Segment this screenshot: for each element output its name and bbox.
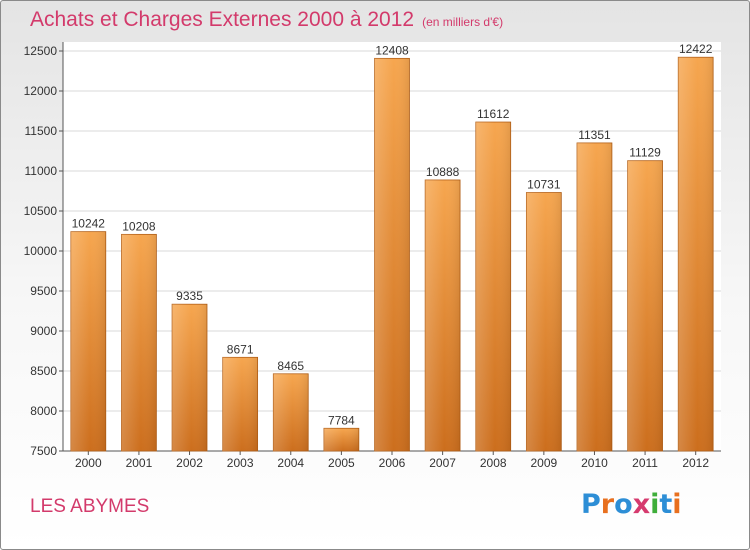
data-label-2005: 7784: [328, 413, 355, 427]
y-tick-label: 12000: [24, 84, 58, 98]
bar-shade-2009: [526, 192, 562, 451]
y-tick-label: 11000: [25, 164, 58, 178]
logo-letter: i: [672, 489, 682, 520]
axes: 7500 8000 8500 9000 9500 10000 10500 11000 11500…: [24, 42, 721, 470]
x-tick-label: 2010: [581, 456, 608, 470]
y-tick-label: 11500: [25, 124, 58, 138]
y-tick-label: 10500: [24, 204, 58, 218]
bar-shade-2007: [425, 179, 461, 451]
bar-shade-2000: [70, 231, 106, 451]
chart-title: Achats et Charges Externes 2000 à 2012 (e…: [30, 8, 503, 32]
y-tick-label: 12500: [24, 44, 58, 58]
bar-shade-2003: [222, 357, 258, 451]
y-tick-label: 9500: [30, 284, 57, 298]
logo-letter: P: [581, 489, 601, 520]
x-tick-label: 2009: [530, 456, 557, 470]
x-tick-label: 2006: [379, 456, 406, 470]
x-tick-label: 2003: [227, 456, 254, 470]
x-tick-label: 2008: [480, 456, 507, 470]
logo-letter: t: [659, 489, 673, 520]
data-label-2000: 10242: [72, 217, 106, 231]
x-tick-label: 2002: [176, 456, 203, 470]
bar-shade-2010: [576, 142, 612, 452]
bar-shade-2012: [678, 57, 714, 452]
data-label-2002: 9335: [176, 289, 203, 303]
x-tick-label: 2011: [632, 456, 658, 470]
proxiti-logo: Proxiti: [581, 489, 682, 520]
x-tick-label: 2000: [75, 456, 102, 470]
data-label-2003: 8671: [227, 342, 254, 356]
x-tick-label: 2005: [328, 456, 355, 470]
y-tick-label: 9000: [30, 324, 57, 338]
y-tick-label: 10000: [24, 244, 58, 258]
x-tick-label: 2001: [126, 456, 153, 470]
bar-shade-2011: [627, 160, 663, 451]
logo-letter: o: [614, 489, 633, 520]
bar-shade-2002: [172, 304, 208, 451]
logo-letter: i: [650, 489, 660, 520]
chart-title-unit: (en milliers d'€): [422, 15, 504, 29]
bar-shade-2001: [121, 234, 157, 451]
data-label-2007: 10888: [426, 165, 460, 179]
data-label-2010: 11351: [578, 128, 611, 142]
x-tick-label: 2004: [277, 456, 304, 470]
bars: [70, 56, 714, 452]
y-tick-label: 8000: [30, 404, 57, 418]
data-label-2006: 12408: [375, 43, 409, 57]
data-label-2012: 12422: [679, 42, 713, 56]
x-tick-label: 2012: [682, 456, 709, 470]
logo-letter: r: [600, 489, 615, 520]
data-label-2011: 11129: [629, 146, 661, 160]
logo-letter: x: [632, 489, 651, 520]
bar-shade-2006: [374, 58, 410, 452]
y-tick-label: 7500: [30, 444, 57, 458]
bar-shade-2008: [475, 122, 511, 451]
data-label-2008: 11612: [477, 107, 510, 121]
bar-shade-2004: [273, 373, 309, 451]
bar-shade-2005: [323, 428, 359, 451]
y-tick-label: 8500: [30, 364, 57, 378]
data-labels: 10242 10208 9335 8671 8465 7784 12408 10888 1161…: [72, 42, 713, 427]
x-tick-label: 2007: [429, 456, 456, 470]
place-name: LES ABYMES: [30, 496, 150, 517]
data-label-2004: 8465: [277, 359, 304, 373]
chart-title-main: Achats et Charges Externes 2000 à 2012: [30, 8, 415, 31]
data-label-2009: 10731: [527, 178, 561, 192]
data-label-2001: 10208: [122, 219, 156, 233]
